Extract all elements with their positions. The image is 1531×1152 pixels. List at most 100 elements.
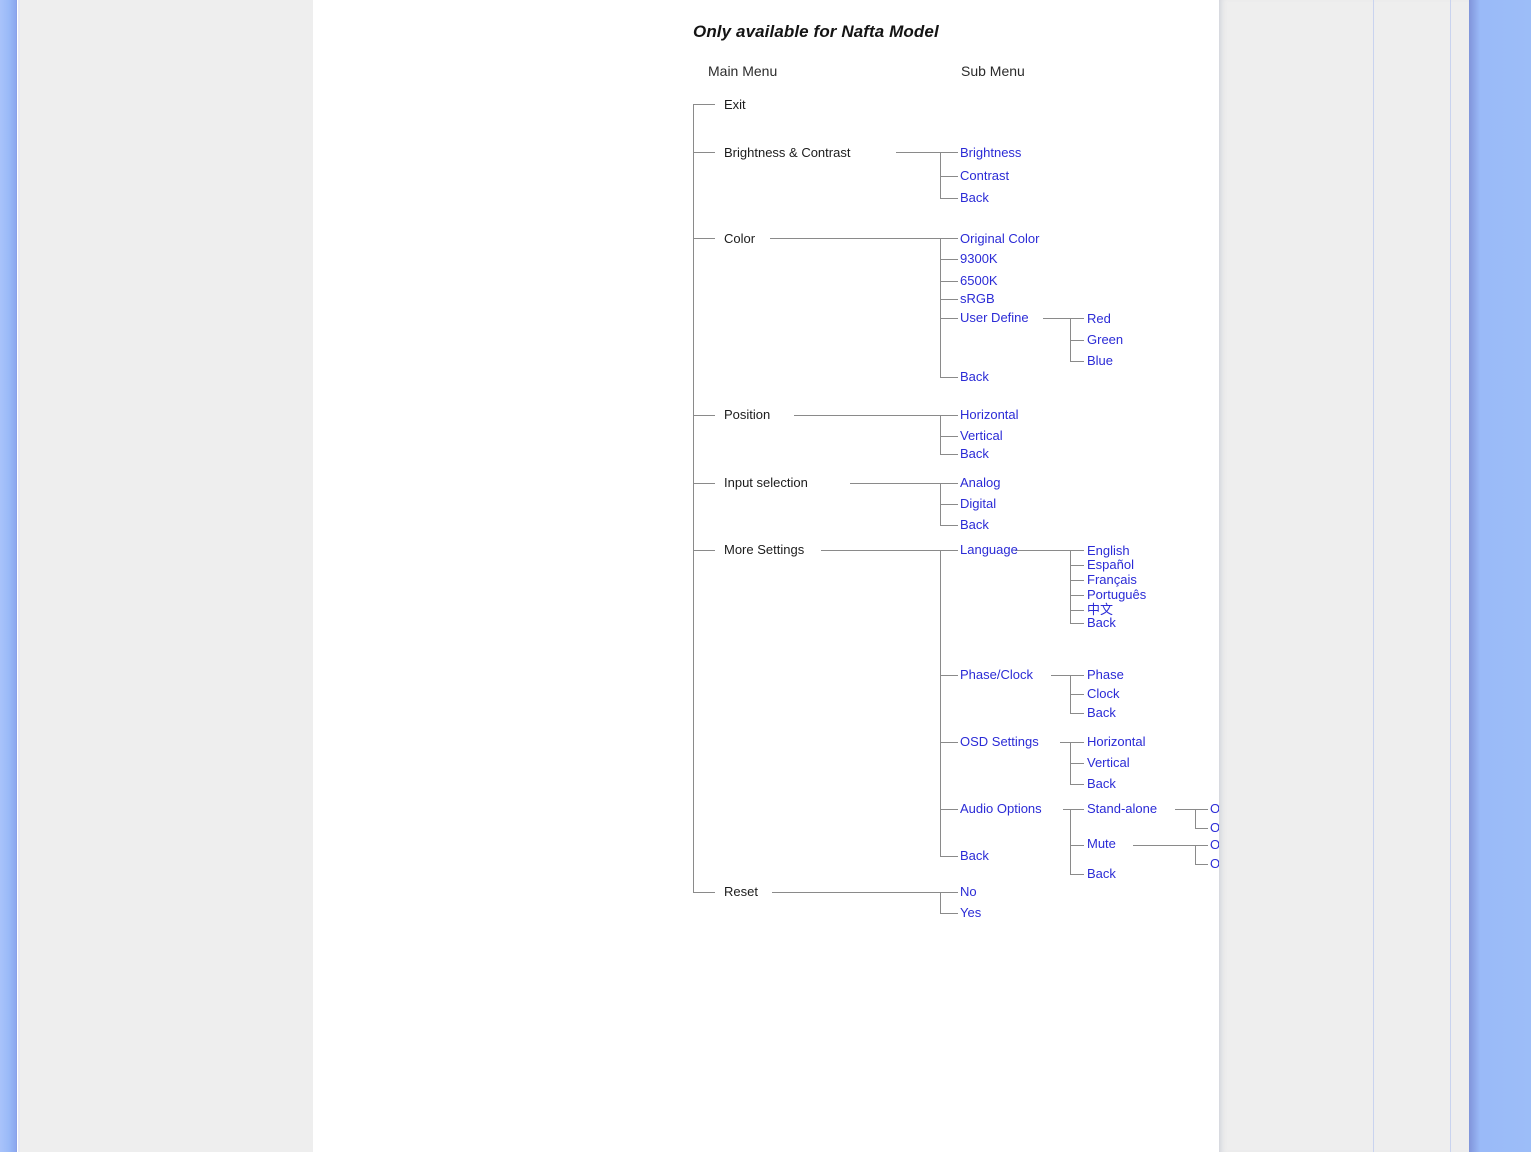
tree-connector-line: [1070, 550, 1084, 551]
tree-connector-line: [1060, 742, 1070, 743]
submenu-item-osd-settings: OSD Settings: [960, 734, 1039, 749]
menu-item-position: Position: [724, 407, 771, 422]
tree-branch-line: [940, 238, 941, 378]
tree-connector-line: [850, 483, 940, 484]
right-edge-blue-strip: [1469, 0, 1531, 1152]
tree-connector-line: [1070, 565, 1084, 566]
menu-item-exit: Exit: [724, 97, 746, 112]
tree-connector-line: [940, 913, 958, 914]
tree-connector-line: [940, 892, 958, 893]
tree-connector-line: [940, 238, 958, 239]
submenu-item-contrast: Contrast: [960, 168, 1010, 183]
submenu-item-horizontal-osd: Horizontal: [1087, 734, 1146, 749]
tree-connector-line: [693, 104, 715, 105]
submenu-item-back-input: Back: [960, 517, 989, 532]
tree-connector-line: [1070, 623, 1084, 624]
left-edge-blue-strip: [0, 0, 17, 1152]
tree-connector-line: [1070, 675, 1084, 676]
panel-divider-line: [1373, 0, 1374, 1152]
submenu-item-red: Red: [1087, 311, 1111, 326]
document-area: Only available for Nafta Model Main Menu…: [313, 0, 1227, 1152]
tree-connector-line: [1070, 580, 1084, 581]
tree-connector-line: [1070, 742, 1084, 743]
submenu-item-6500k: 6500K: [960, 273, 998, 288]
tree-connector-line: [693, 415, 715, 416]
tree-connector-line: [1070, 595, 1084, 596]
tree-connector-line: [940, 809, 958, 810]
submenu-item-digital: Digital: [960, 496, 997, 511]
submenu-item-srgb: sRGB: [960, 291, 995, 306]
tree-connector-line: [693, 483, 715, 484]
menu-item-input-selection: Input selection: [724, 475, 808, 490]
tree-connector-line: [1070, 694, 1084, 695]
tree-connector-line: [940, 525, 958, 526]
panel-divider-line: [1450, 0, 1451, 1152]
tree-connector-line: [940, 550, 958, 551]
tree-connector-line: [940, 259, 958, 260]
submenu-item-english: English: [1087, 543, 1130, 558]
tree-connector-line: [940, 299, 958, 300]
tree-trunk-line: [693, 104, 694, 893]
tree-branch-line: [940, 892, 941, 914]
submenu-item-no: No: [960, 884, 977, 899]
submenu-item-green: Green: [1087, 332, 1124, 347]
tree-connector-line: [940, 436, 958, 437]
submenu-item-audio-options: Audio Options: [960, 801, 1042, 816]
left-panel: [18, 0, 313, 1152]
submenu-item-back-color: Back: [960, 369, 989, 384]
submenu-item-brightness: Brightness: [960, 145, 1022, 160]
submenu-item-clock: Clock: [1087, 686, 1120, 701]
tree-connector-line: [1195, 809, 1208, 810]
submenu-item-blue: Blue: [1087, 353, 1114, 368]
tree-connector-line: [1063, 809, 1070, 810]
submenu-item-language: Language: [960, 542, 1018, 557]
submenu-item-user-define: User Define: [960, 310, 1029, 325]
submenu-item-back-position: Back: [960, 446, 989, 461]
submenu-item-9300k: 9300K: [960, 251, 998, 266]
tree-connector-line: [940, 856, 958, 857]
submenu-item-vertical-position: Vertical: [960, 428, 1003, 443]
tree-connector-line: [1070, 874, 1084, 875]
tree-connector-line: [1043, 318, 1070, 319]
tree-connector-line: [1175, 809, 1195, 810]
tree-connector-line: [1051, 675, 1070, 676]
tree-connector-line: [1133, 845, 1195, 846]
submenu-item-portugues: Português: [1087, 587, 1147, 602]
tree-connector-line: [940, 454, 958, 455]
tree-connector-line: [940, 483, 958, 484]
submenu-item-back-osd: Back: [1087, 776, 1116, 791]
main-menu-column-header: Main Menu: [708, 63, 778, 79]
tree-connector-line: [693, 238, 715, 239]
menu-item-reset: Reset: [724, 884, 758, 899]
tree-connector-line: [1070, 361, 1084, 362]
tree-connector-line: [1070, 713, 1084, 714]
tree-connector-line: [1070, 610, 1084, 611]
submenu-item-francais: Français: [1087, 572, 1137, 587]
sub-menu-column-header: Sub Menu: [961, 63, 1025, 79]
submenu-item-chinese: 中文: [1087, 602, 1114, 617]
tree-connector-line: [940, 742, 958, 743]
tree-connector-line: [940, 198, 958, 199]
tree-connector-line: [693, 550, 715, 551]
tree-connector-line: [940, 152, 958, 153]
tree-connector-line: [1070, 318, 1084, 319]
tree-connector-line: [1070, 809, 1084, 810]
page-title: Only available for Nafta Model: [693, 22, 939, 41]
tree-connector-line: [896, 152, 940, 153]
tree-connector-line: [794, 415, 940, 416]
tree-connector-line: [772, 892, 940, 893]
submenu-item-espanol: Español: [1087, 557, 1134, 572]
tree-connector-line: [1195, 845, 1208, 846]
tree-connector-line: [1195, 864, 1208, 865]
submenu-item-back-phase-clock: Back: [1087, 705, 1116, 720]
tree-branch-line: [1070, 550, 1071, 624]
tree-connector-line: [940, 318, 958, 319]
tree-branch-line: [1195, 809, 1196, 829]
submenu-item-back-audio: Back: [1087, 866, 1116, 881]
tree-connector-line: [1195, 828, 1208, 829]
submenu-item-back-language: Back: [1087, 615, 1116, 630]
tree-connector-line: [1070, 340, 1084, 341]
submenu-item-phase-clock: Phase/Clock: [960, 667, 1033, 682]
submenu-item-yes: Yes: [960, 905, 982, 920]
menu-item-color: Color: [724, 231, 756, 246]
